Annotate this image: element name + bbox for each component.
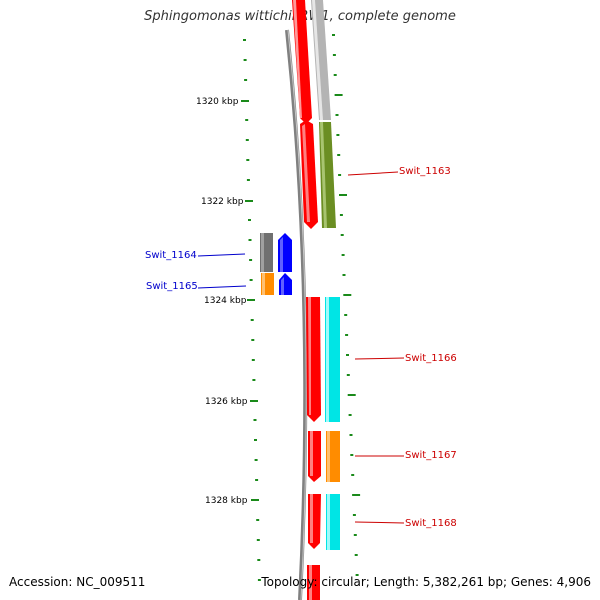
accession-label: Accession: NC_009511 (9, 575, 146, 589)
gene-swit-1165-highlight (262, 273, 265, 295)
gene-swit-1165-label-line (197, 285, 247, 289)
gene-swit-1165-cds[interactable] (279, 273, 292, 295)
gene-swit-1164-cds-highlight (280, 237, 283, 272)
scale-ticks-right (332, 34, 361, 576)
scale-ticks-left (243, 39, 261, 581)
gene-swit-1163-label[interactable]: Swit_1163 (399, 166, 451, 177)
gene-swit-1165-cds-highlight (281, 277, 284, 295)
genome-summary: Topology: circular; Length: 5,382,261 bp… (261, 575, 591, 589)
gene-swit-1163-cds-highlight (302, 124, 310, 222)
gene-swit-1166-label-line (354, 357, 405, 360)
gene-swit-1165-label[interactable]: Swit_1165 (146, 281, 198, 292)
genome-backbone-highlight (287, 29, 307, 600)
gene-swit-1168-highlight (327, 494, 330, 550)
gene-swit-1166-label[interactable]: Swit_1166 (405, 353, 457, 364)
gene-swit-1164-label[interactable]: Swit_1164 (145, 250, 197, 261)
gene-swit-1164-label-line (197, 253, 246, 257)
scale-tick-label: 1322 kbp (201, 197, 244, 207)
scale-tick-label: 1326 kbp (205, 397, 248, 407)
gene-swit-1167-cds-highlight (310, 431, 313, 476)
gene-swit-1166-highlight (326, 297, 329, 422)
gene-swit-1168-cds[interactable] (308, 494, 321, 549)
gene-swit-1167-highlight (327, 431, 330, 482)
scale-tick-label: 1324 kbp (204, 296, 247, 306)
genome-backbone (285, 29, 308, 600)
gene-swit-1166-cds-highlight (308, 297, 311, 415)
gene-swit-1163-highlight (320, 122, 327, 228)
scale-tick-label: 1320 kbp (196, 97, 239, 107)
cds-feature-top-highlight (293, 0, 302, 118)
cds-feature-bottom-highlight (309, 565, 312, 600)
gene-swit-1168-label-line (354, 521, 405, 524)
gene-swit-1163-label-line (347, 171, 399, 176)
gene-swit-1167-cds[interactable] (308, 431, 321, 482)
gene-swit-1168-cds-highlight (310, 494, 313, 543)
gene-feature-top-highlight (312, 0, 323, 120)
gene-swit-1168-label[interactable]: Swit_1168 (405, 518, 457, 529)
gene-swit-1167-label[interactable]: Swit_1167 (405, 450, 457, 461)
gene-swit-1164-highlight (261, 233, 264, 272)
scale-tick-label: 1328 kbp (205, 496, 248, 506)
